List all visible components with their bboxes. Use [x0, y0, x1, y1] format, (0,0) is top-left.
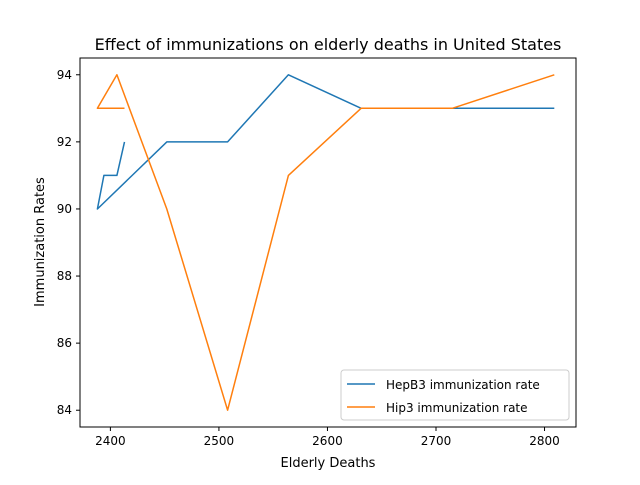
legend-box [340, 369, 570, 421]
x-tick-label: 2400 [95, 434, 126, 448]
x-axis-label: Elderly Deaths [281, 456, 376, 471]
y-axis-label: Immunization Rates [33, 177, 48, 307]
x-tick-label: 2700 [421, 434, 452, 448]
y-tick-label: 86 [57, 336, 72, 350]
legend-label-hepb3: HepB3 immunization rate [386, 378, 540, 392]
y-tick-label: 88 [57, 269, 72, 283]
legend: HepB3 immunization rate Hip3 immunizatio… [340, 369, 570, 421]
chart-title: Effect of immunizations on elderly death… [95, 35, 562, 54]
legend-label-hip3: Hip3 immunization rate [386, 401, 528, 415]
y-tick-label: 84 [57, 403, 72, 417]
series-layer [96, 74, 555, 411]
plot-area-frame [79, 57, 577, 428]
y-tick-label: 94 [57, 68, 72, 82]
x-tick-label: 2800 [529, 434, 560, 448]
y-axis-ticks: 84 86 88 90 92 94 [57, 68, 80, 417]
x-tick-label: 2500 [204, 434, 235, 448]
y-tick-label: 90 [57, 202, 72, 216]
x-tick-label: 2600 [312, 434, 343, 448]
y-tick-label: 92 [57, 135, 72, 149]
series-line-hip3 [96, 74, 555, 411]
x-axis-ticks: 2400 2500 2600 2700 2800 [95, 427, 560, 448]
